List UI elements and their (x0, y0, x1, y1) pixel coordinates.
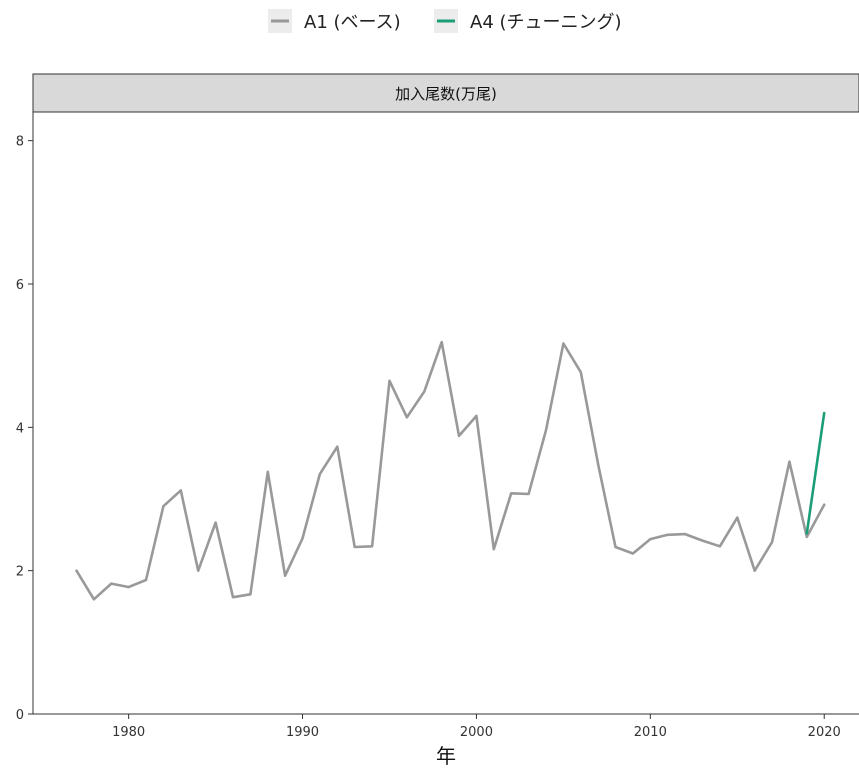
plot-area: 0 2 4 6 8 1980 1990 2000 2010 2020 (16, 112, 859, 740)
series-line-1 (77, 342, 825, 599)
series-line-2 (807, 413, 824, 533)
facet-title: 加入尾数(万尾) (395, 85, 497, 103)
y-tick-label: 2 (16, 565, 24, 580)
legend: A1 (ベース) A4 (チューニング) (268, 9, 622, 33)
x-axis-title: 年 (436, 744, 456, 768)
x-tick-label: 2010 (634, 725, 667, 740)
x-tick-label: 2000 (460, 725, 493, 740)
y-tick-label: 0 (16, 708, 24, 723)
x-tick-label: 1990 (286, 725, 319, 740)
y-tick-label: 8 (16, 135, 24, 150)
y-tick-label: 6 (16, 278, 24, 293)
x-tick-label: 1980 (112, 725, 145, 740)
x-tick-label: 2020 (808, 725, 841, 740)
y-tick-label: 4 (16, 421, 24, 436)
legend-label: A4 (チューニング) (470, 12, 622, 33)
legend-label: A1 (ベース) (304, 12, 401, 33)
